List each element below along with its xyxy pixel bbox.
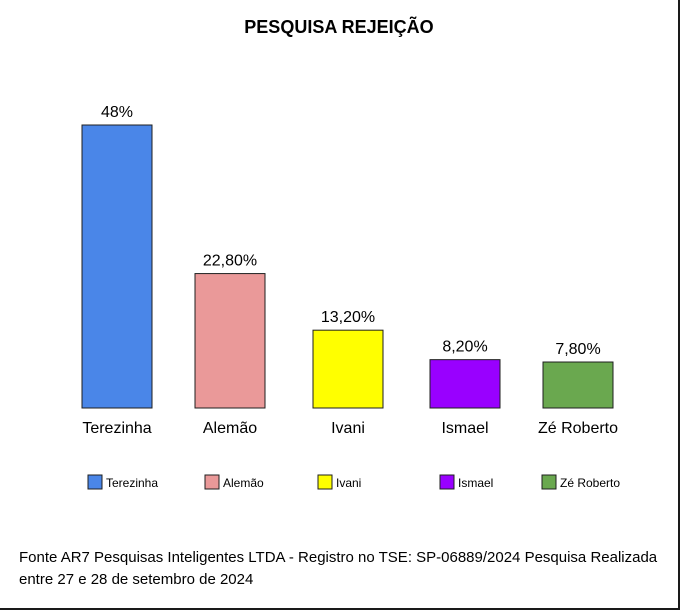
legend-label-terezinha: Terezinha bbox=[106, 476, 158, 490]
category-labels-group: Terezinha Alemão Ivani Ismael Zé Roberto bbox=[82, 420, 618, 437]
category-label-alemao: Alemão bbox=[203, 420, 257, 437]
legend-swatch-ze-roberto bbox=[541, 474, 557, 490]
legend-label-ze-roberto: Zé Roberto bbox=[560, 476, 620, 490]
legend-swatch-terezinha bbox=[87, 474, 103, 490]
legend-swatch-ivani bbox=[317, 474, 333, 490]
value-label-terezinha: 48% bbox=[101, 104, 133, 121]
value-label-ismael: 8,20% bbox=[442, 339, 487, 356]
legend-label-alemao: Alemão bbox=[223, 476, 264, 490]
legend-label-ismael: Ismael bbox=[458, 476, 493, 490]
category-label-ismael: Ismael bbox=[441, 420, 488, 437]
legend-label-ivani: Ivani bbox=[336, 476, 361, 490]
legend: Terezinha Alemão Ivani Ismael Zé Roberto bbox=[87, 474, 620, 490]
legend-swatch-ismael bbox=[439, 474, 455, 490]
value-label-alemao: 22,80% bbox=[203, 253, 257, 270]
bar-ze-roberto bbox=[542, 361, 614, 409]
value-label-ze-roberto: 7,80% bbox=[555, 341, 600, 358]
bar-terezinha bbox=[81, 124, 153, 409]
source-note: Fonte AR7 Pesquisas Inteligentes LTDA - … bbox=[19, 549, 658, 588]
bar-chart: PESQUISA REJEIÇÃO 48% 22,80% 13,20% 8,20% 7,… bbox=[81, 16, 620, 490]
value-labels-group: 48% 22,80% 13,20% 8,20% 7,80% bbox=[101, 104, 601, 358]
bar-ivani bbox=[312, 329, 384, 409]
value-label-ivani: 13,20% bbox=[321, 309, 375, 326]
legend-swatch-alemao bbox=[204, 474, 220, 490]
bar-ismael bbox=[429, 359, 501, 409]
category-label-ze-roberto: Zé Roberto bbox=[538, 420, 618, 437]
bar-alemao bbox=[194, 273, 266, 409]
category-label-ivani: Ivani bbox=[331, 420, 365, 437]
category-label-terezinha: Terezinha bbox=[82, 420, 151, 437]
bars-group bbox=[81, 124, 614, 409]
chart-title: PESQUISA REJEIÇÃO bbox=[244, 16, 433, 37]
